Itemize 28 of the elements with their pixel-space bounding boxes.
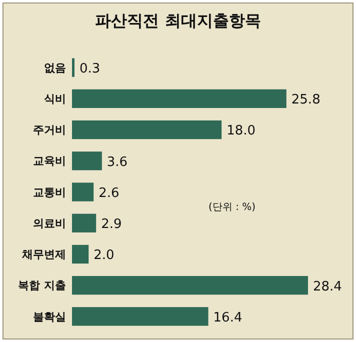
data-label: 2.6: [98, 186, 120, 201]
y-tick-label: 불확실: [33, 310, 66, 324]
y-tick-label: 없음: [44, 61, 66, 74]
bar: [72, 120, 222, 140]
y-tick-label: 채무변제: [21, 248, 66, 262]
data-label: 16.4: [213, 310, 242, 326]
y-tick-label: 의료비: [33, 216, 66, 230]
bar: [72, 276, 308, 295]
bar: [72, 89, 286, 108]
data-label: 2.9: [101, 217, 122, 232]
data-label: 2.0: [94, 248, 114, 264]
y-tick-label: 주거비: [33, 124, 66, 137]
y-tick-label: 식비: [44, 92, 66, 106]
data-label: 28.4: [313, 279, 342, 294]
chart-title: 파산직전 최대지출항목: [95, 11, 261, 30]
y-tick-label: 교육비: [33, 154, 66, 168]
bar: [72, 182, 94, 202]
y-tick-label: 교통비: [33, 186, 66, 199]
bar: [72, 152, 102, 170]
annotation: (단위 : %): [208, 202, 256, 213]
data-label: 18.0: [226, 124, 256, 139]
y-tick-label: 복합 지출: [18, 279, 66, 292]
bar: [72, 214, 96, 232]
bar: [72, 244, 89, 264]
data-label: 3.6: [106, 154, 128, 170]
bar: [72, 307, 208, 326]
data-label: 25.8: [291, 92, 320, 108]
data-label: 0.3: [79, 61, 100, 76]
